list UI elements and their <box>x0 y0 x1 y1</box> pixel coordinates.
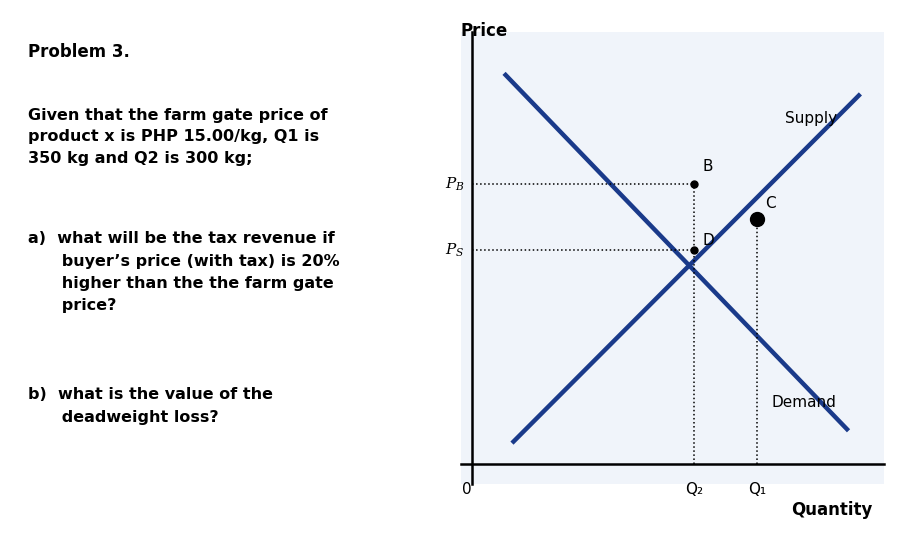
Text: $P_B$: $P_B$ <box>445 175 464 193</box>
Text: Problem 3.: Problem 3. <box>28 43 130 61</box>
Text: a)  what will be the tax revenue if
      buyer’s price (with tax) is 20%
      : a) what will be the tax revenue if buyer… <box>28 231 339 313</box>
Text: Supply: Supply <box>785 111 836 126</box>
Text: Price: Price <box>460 23 507 40</box>
Text: C: C <box>765 196 776 211</box>
Text: Quantity: Quantity <box>791 501 872 519</box>
Text: Demand: Demand <box>772 394 836 409</box>
Text: Q₂: Q₂ <box>685 482 703 497</box>
Text: D: D <box>702 233 714 248</box>
Text: Given that the farm gate price of
product x is PHP 15.00/kg, Q1 is
350 kg and Q2: Given that the farm gate price of produc… <box>28 108 327 166</box>
Text: B: B <box>702 159 713 174</box>
Text: $P_S$: $P_S$ <box>445 242 464 259</box>
Text: 0: 0 <box>461 482 472 497</box>
Text: Q₁: Q₁ <box>749 482 766 497</box>
Text: b)  what is the value of the
      deadweight loss?: b) what is the value of the deadweight l… <box>28 387 273 424</box>
